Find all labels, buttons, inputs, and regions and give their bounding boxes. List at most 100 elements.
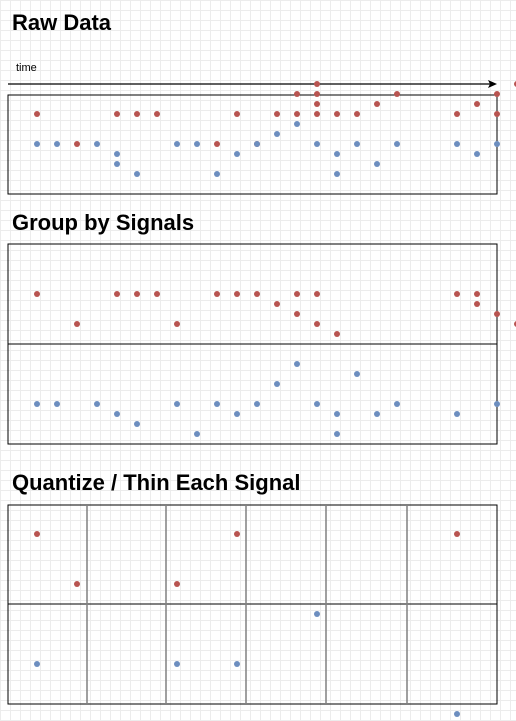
raw-red-point bbox=[314, 81, 320, 87]
group-red-point bbox=[134, 291, 140, 297]
quantize-red-panel bbox=[7, 504, 498, 605]
raw-red-point bbox=[294, 111, 300, 117]
group-blue-point bbox=[494, 401, 500, 407]
group-blue-point bbox=[314, 401, 320, 407]
group-blue-panel bbox=[7, 343, 498, 445]
raw-blue-point bbox=[234, 151, 240, 157]
group-blue-point bbox=[294, 361, 300, 367]
raw-red-point bbox=[314, 91, 320, 97]
raw-red-point bbox=[314, 101, 320, 107]
raw-red-point bbox=[114, 111, 120, 117]
quantize-blue-point bbox=[454, 711, 460, 717]
raw-red-point bbox=[234, 111, 240, 117]
group-red-point bbox=[294, 291, 300, 297]
group-blue-point bbox=[194, 431, 200, 437]
quantize-red-point bbox=[174, 581, 180, 587]
group-red-point bbox=[454, 291, 460, 297]
group-red-point bbox=[154, 291, 160, 297]
group-red-point bbox=[494, 311, 500, 317]
group-blue-point bbox=[214, 401, 220, 407]
group-red-point bbox=[474, 291, 480, 297]
raw-red-point bbox=[214, 141, 220, 147]
group-blue-point bbox=[34, 401, 40, 407]
raw-red-point bbox=[274, 111, 280, 117]
raw-blue-point bbox=[214, 171, 220, 177]
quantize-blue-point bbox=[314, 611, 320, 617]
raw-blue-point bbox=[254, 141, 260, 147]
raw-red-point bbox=[134, 111, 140, 117]
raw-red-point bbox=[494, 111, 500, 117]
quantize-blue-point bbox=[34, 661, 40, 667]
group-red-point bbox=[314, 291, 320, 297]
group-red-point bbox=[214, 291, 220, 297]
raw-blue-point bbox=[354, 141, 360, 147]
raw-red-point bbox=[494, 91, 500, 97]
group-blue-point bbox=[254, 401, 260, 407]
quantize-red-point bbox=[454, 531, 460, 537]
raw-blue-point bbox=[114, 151, 120, 157]
group-blue-point bbox=[394, 401, 400, 407]
raw-blue-point bbox=[474, 151, 480, 157]
quantize-blue-point bbox=[174, 661, 180, 667]
group-blue-point bbox=[274, 381, 280, 387]
raw-red-point bbox=[454, 111, 460, 117]
raw-blue-point bbox=[114, 161, 120, 167]
raw-blue-point bbox=[174, 141, 180, 147]
group-red-point bbox=[254, 291, 260, 297]
raw-blue-point bbox=[134, 171, 140, 177]
raw-red-point bbox=[34, 111, 40, 117]
raw-red-point bbox=[394, 91, 400, 97]
group-blue-point bbox=[374, 411, 380, 417]
raw-blue-point bbox=[194, 141, 200, 147]
group-blue-point bbox=[234, 411, 240, 417]
group-by-signals-heading: Group by Signals bbox=[12, 210, 195, 235]
group-red-point bbox=[274, 301, 280, 307]
group-blue-point bbox=[114, 411, 120, 417]
raw-red-point bbox=[474, 101, 480, 107]
group-blue-point bbox=[54, 401, 60, 407]
raw-red-point bbox=[374, 101, 380, 107]
group-red-point bbox=[474, 301, 480, 307]
raw-red-point bbox=[74, 141, 80, 147]
raw-blue-point bbox=[494, 141, 500, 147]
quantize-heading: Quantize / Thin Each Signal bbox=[12, 470, 301, 495]
raw-blue-point bbox=[294, 121, 300, 127]
raw-blue-point bbox=[314, 141, 320, 147]
group-blue-point bbox=[174, 401, 180, 407]
raw-red-point bbox=[154, 111, 160, 117]
group-blue-point bbox=[454, 411, 460, 417]
raw-data-panel bbox=[7, 94, 498, 195]
group-blue-point bbox=[94, 401, 100, 407]
group-blue-point bbox=[334, 411, 340, 417]
group-red-point bbox=[294, 311, 300, 317]
group-red-panel bbox=[7, 243, 498, 345]
raw-blue-point bbox=[374, 161, 380, 167]
raw-red-point bbox=[314, 111, 320, 117]
quantize-red-point bbox=[74, 581, 80, 587]
quantize-blue-point bbox=[234, 661, 240, 667]
raw-blue-point bbox=[94, 141, 100, 147]
quantize-red-point bbox=[234, 531, 240, 537]
raw-blue-point bbox=[54, 141, 60, 147]
quantize-red-point bbox=[34, 531, 40, 537]
group-red-point bbox=[34, 291, 40, 297]
group-blue-point bbox=[134, 421, 140, 427]
quantize-blue-panel bbox=[7, 603, 498, 705]
group-red-point bbox=[174, 321, 180, 327]
group-red-point bbox=[114, 291, 120, 297]
raw-blue-point bbox=[334, 151, 340, 157]
group-blue-point bbox=[354, 371, 360, 377]
raw-blue-point bbox=[274, 131, 280, 137]
raw-data-heading: Raw Data bbox=[12, 10, 112, 35]
raw-red-point bbox=[354, 111, 360, 117]
raw-blue-point bbox=[34, 141, 40, 147]
group-red-point bbox=[314, 321, 320, 327]
group-red-point bbox=[234, 291, 240, 297]
raw-blue-point bbox=[394, 141, 400, 147]
raw-blue-point bbox=[334, 171, 340, 177]
group-red-point bbox=[74, 321, 80, 327]
time-axis-label: time bbox=[16, 62, 37, 74]
group-blue-point bbox=[334, 431, 340, 437]
group-red-point bbox=[334, 331, 340, 337]
time-axis-arrowhead bbox=[488, 80, 497, 88]
